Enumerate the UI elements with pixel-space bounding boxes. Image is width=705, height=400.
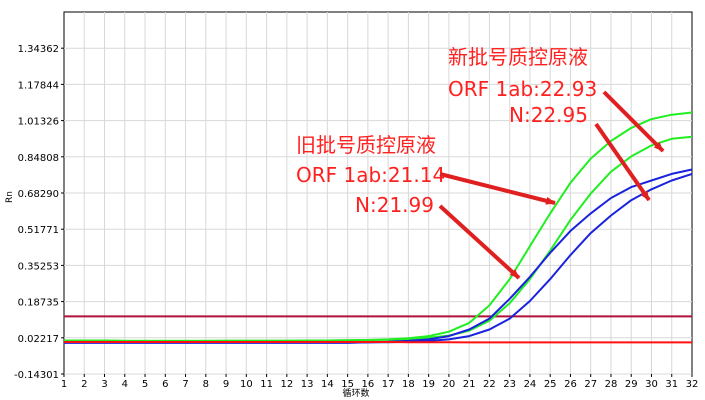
- x-tick-label: 30: [645, 379, 658, 390]
- x-tick-label: 14: [321, 379, 334, 390]
- x-tick-label: 20: [443, 379, 456, 390]
- x-tick-label: 3: [101, 379, 107, 390]
- x-tick-label: 21: [463, 379, 476, 390]
- y-tick-label: 0.02217: [18, 334, 59, 345]
- series-group: [64, 111, 693, 344]
- x-tick-label: 17: [382, 379, 395, 390]
- x-axis-label: 循环数: [342, 387, 369, 399]
- y-tick-label: 1.17844: [18, 80, 59, 91]
- annotation-old-batch-title: 旧批号质控原液: [296, 133, 436, 157]
- grid: [64, 12, 692, 375]
- x-tick-label: 31: [665, 379, 678, 390]
- y-tick-label: 0.51771: [18, 225, 59, 236]
- arrow-old-orf: [439, 172, 556, 205]
- x-tick-label: 5: [142, 379, 148, 390]
- y-tick-label: -0.14301: [14, 370, 59, 381]
- x-tick-label: 19: [422, 379, 435, 390]
- x-tick-label: 8: [203, 379, 209, 390]
- annotation-new-batch-orf: ORF 1ab:22.93: [448, 77, 597, 101]
- x-axis-ticks: 1 2 3 4 5 6 7 8 9 10 11 12 13 14 15 16 17 18 19 20 21 22 23 24 2…: [61, 374, 699, 390]
- x-tick-label: 10: [240, 379, 253, 390]
- y-tick-label: 0.35253: [18, 261, 59, 272]
- x-tick-label: 25: [544, 379, 557, 390]
- x-tick-label: 32: [686, 379, 699, 390]
- x-tick-label: 27: [584, 379, 597, 390]
- y-tick-label: 1.01326: [18, 117, 59, 128]
- x-tick-label: 16: [362, 379, 375, 390]
- y-tick-label: 0.68290: [18, 189, 59, 200]
- series-line-2: [64, 135, 693, 342]
- x-tick-label: 11: [260, 379, 273, 390]
- arrow-old-n: [438, 204, 521, 280]
- x-tick-label: 15: [341, 379, 354, 390]
- x-tick-label: 23: [503, 379, 516, 390]
- annotation-old-batch-n: N:21.99: [355, 193, 434, 217]
- x-tick-label: 28: [605, 379, 618, 390]
- x-tick-label: 6: [162, 379, 168, 390]
- y-tick-label: 1.34362: [18, 44, 59, 55]
- x-tick-label: 29: [625, 379, 638, 390]
- arrow-new-n: [594, 122, 651, 202]
- x-tick-label: 12: [280, 379, 293, 390]
- y-tick-label: 0.18735: [18, 298, 59, 309]
- x-tick-label: 13: [301, 379, 314, 390]
- x-tick-label: 4: [122, 379, 128, 390]
- x-tick-label: 9: [223, 379, 229, 390]
- y-axis-label: Rn: [5, 191, 15, 203]
- y-tick-label: 0.84808: [18, 153, 59, 164]
- x-tick-label: 24: [524, 379, 537, 390]
- x-tick-label: 2: [81, 379, 87, 390]
- annotation-new-batch-n: N:22.95: [509, 103, 588, 127]
- x-tick-label: 22: [483, 379, 496, 390]
- x-tick-label: 26: [564, 379, 577, 390]
- annotation-old-batch-orf: ORF 1ab:21.14: [296, 163, 445, 187]
- x-tick-label: 18: [402, 379, 415, 390]
- arrow-new-orf: [602, 90, 665, 153]
- x-tick-label: 7: [182, 379, 188, 390]
- annotation-new-batch-title: 新批号质控原液: [448, 45, 588, 69]
- x-tick-label: 1: [61, 379, 67, 390]
- y-axis-ticks: -0.14301 0.02217 0.18735 0.35253 0.51771 0.68…: [14, 44, 64, 381]
